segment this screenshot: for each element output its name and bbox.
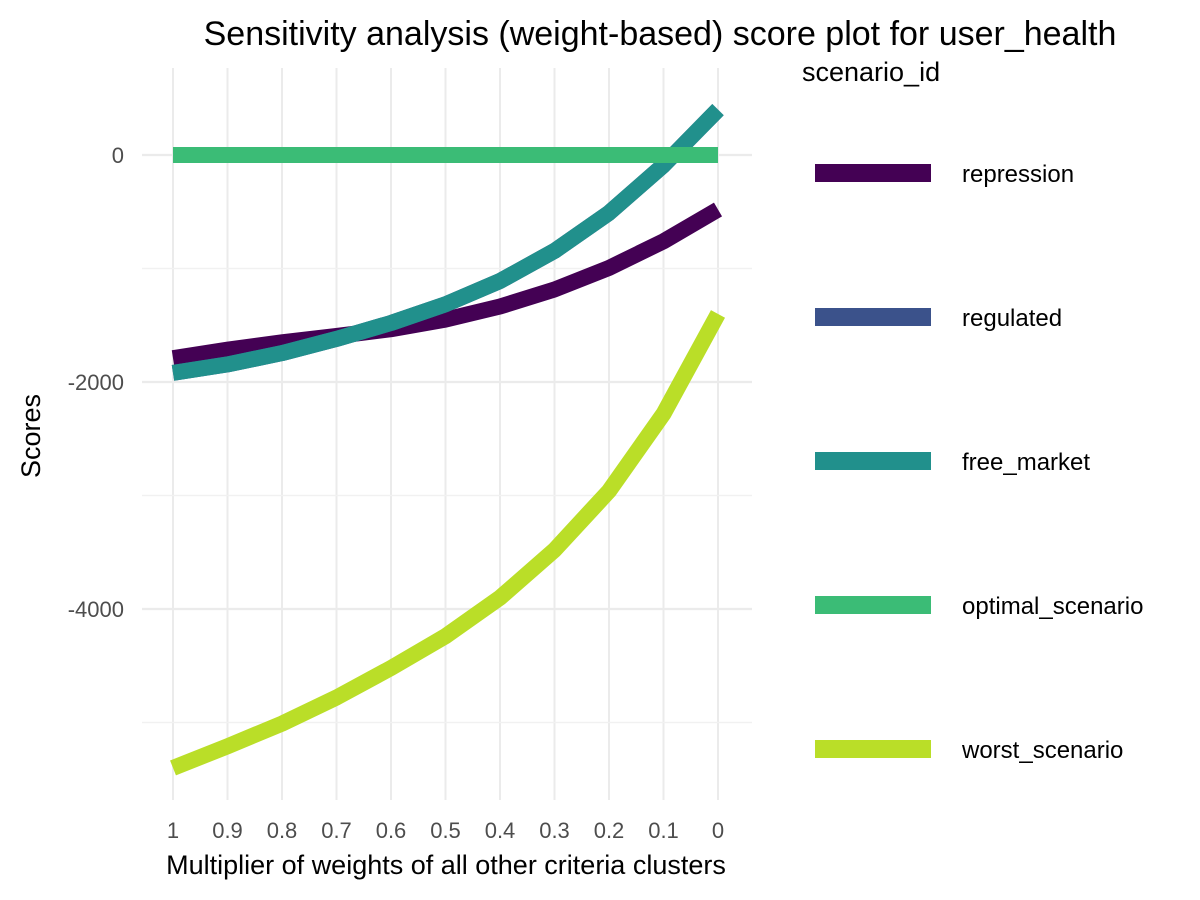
x-tick-label: 0.8 [267,818,298,843]
legend-swatch [815,740,931,758]
legend-item-free-market: free_market [815,449,1090,476]
x-tick-label: 0.6 [376,818,407,843]
x-tick-label: 0.2 [594,818,625,843]
legend-item-regulated: regulated [815,305,1062,332]
legend-label: repression [962,161,1074,188]
legend-item-worst-scenario: worst_scenario [815,737,1123,764]
x-tick-label: 0 [712,818,724,843]
legend-label: optimal_scenario [962,593,1143,620]
legend-swatch [815,164,931,182]
series-lines [170,103,726,776]
legend-swatch [815,596,931,614]
series-line-worst-scenario [170,310,726,776]
y-axis-ticks: 0 -2000 -4000 [68,143,124,622]
x-tick-label: 0.1 [648,818,679,843]
legend-title: scenario_id [802,57,940,87]
y-axis-title: Scores [16,394,46,478]
legend-swatch [815,308,931,326]
legend-label: free_market [962,449,1090,476]
legend-label: regulated [962,305,1062,332]
x-axis-title: Multiplier of weights of all other crite… [166,850,726,880]
x-tick-label: 0.9 [212,818,243,843]
chart-title: Sensitivity analysis (weight-based) scor… [204,15,1117,53]
x-tick-label: 0.3 [539,818,570,843]
legend-item-repression: repression [815,161,1074,188]
series-line-free-market [171,103,724,381]
legend-label: worst_scenario [961,737,1123,764]
x-tick-label: 1 [167,818,179,843]
y-tick-label: -4000 [68,597,124,622]
legend-swatch [815,452,931,470]
x-tick-label: 0.5 [430,818,461,843]
y-tick-label: 0 [112,143,124,168]
legend: scenario_id repression regulated free_mark… [802,57,1143,764]
legend-item-optimal-scenario: optimal_scenario [815,593,1143,620]
x-tick-label: 0.7 [321,818,352,843]
x-tick-label: 0.4 [485,818,516,843]
series-line-repression [171,202,723,367]
y-tick-label: -2000 [68,370,124,395]
legend-items: repression regulated free_market optimal_sc… [815,161,1143,764]
x-axis-ticks: 1 0.9 0.8 0.7 0.6 0.5 0.4 0.3 0.2 0.1 0 [167,818,724,843]
